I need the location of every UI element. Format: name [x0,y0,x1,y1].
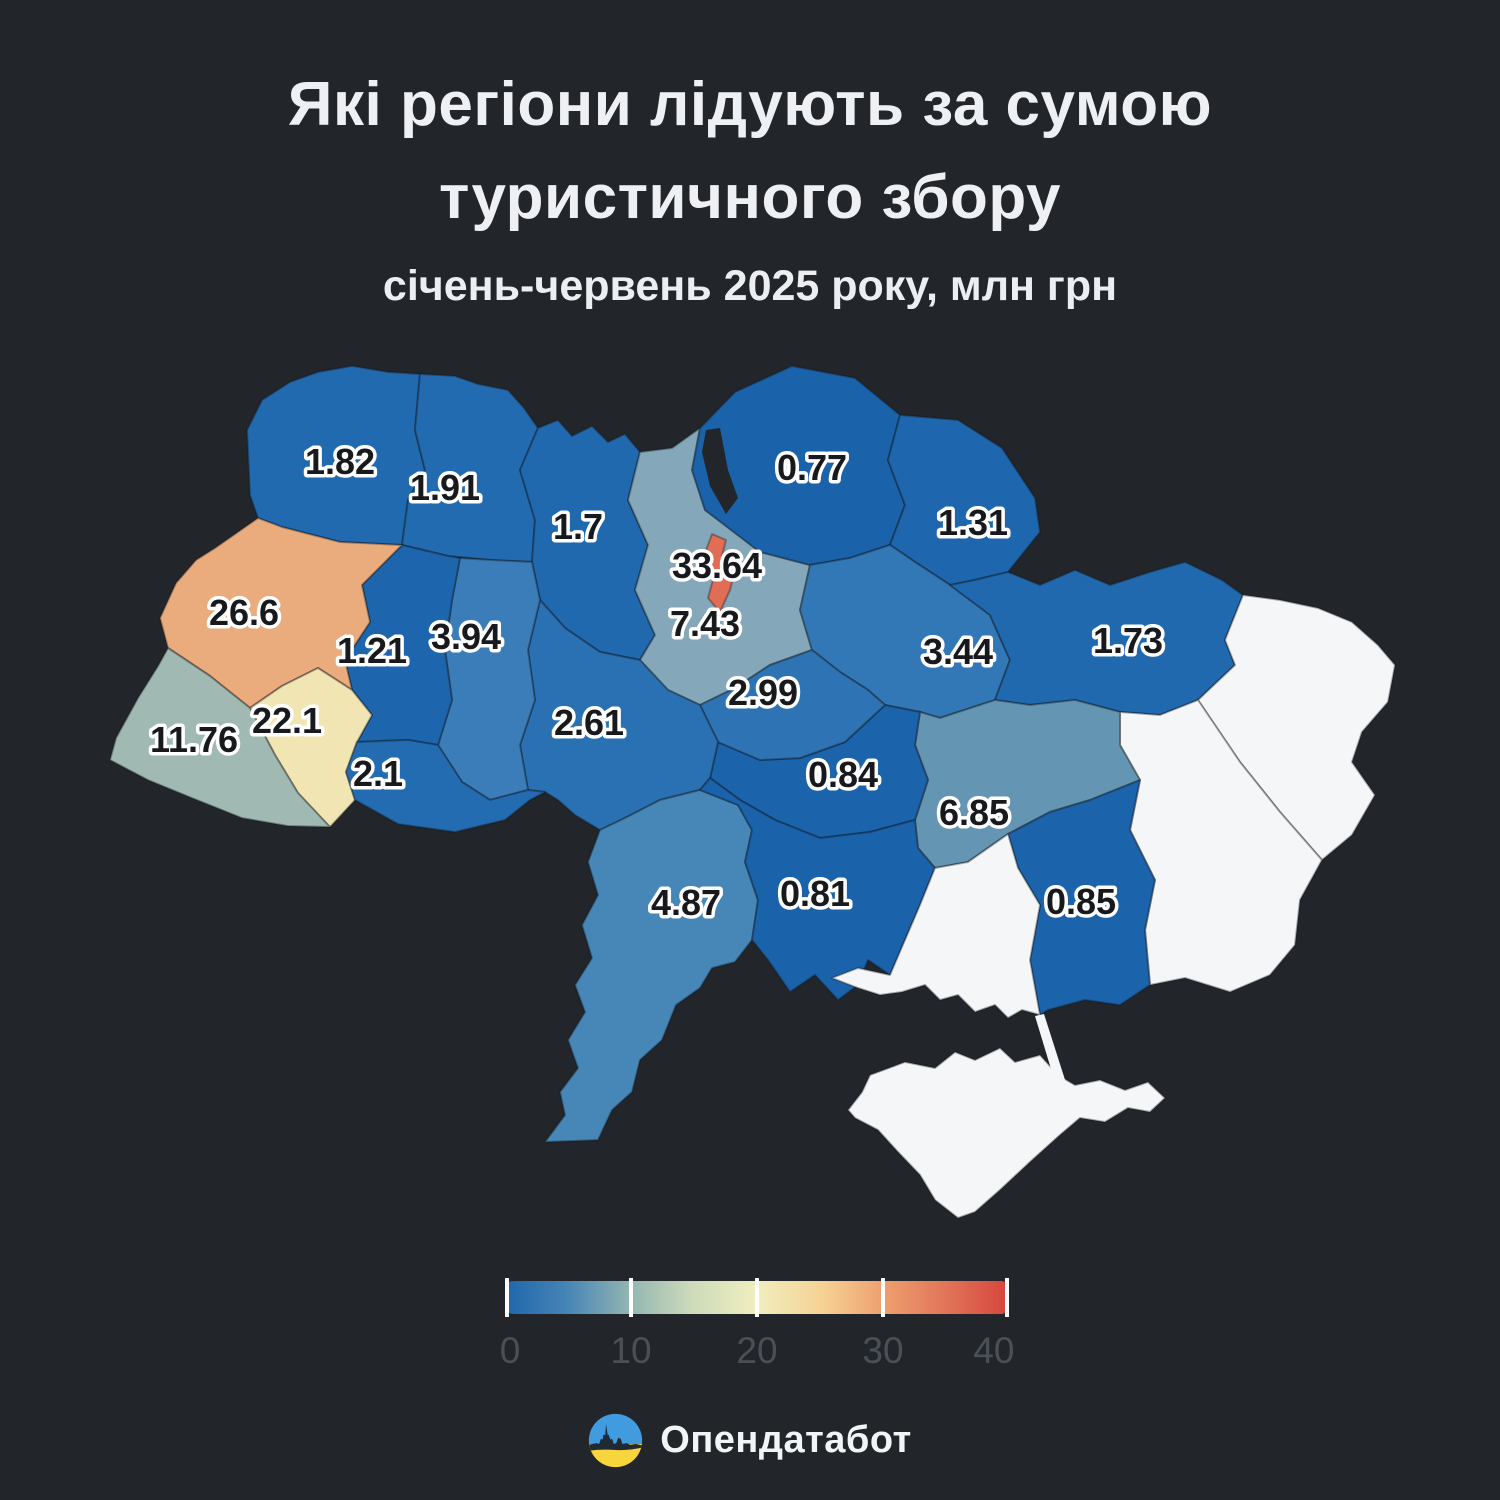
subtitle: січень-червень 2025 року, млн грн [382,262,1118,310]
region-value-mykolaiv: 0.81 [780,873,850,914]
region-value-kirovohrad: 0.84 [808,754,878,795]
region-cherkasy [699,649,886,761]
region-kherson [831,833,1041,1019]
legend-tick-label-30: 30 [862,1330,904,1371]
region-value-zhytomyr: 1.7 [553,506,603,547]
region-chernivtsi [345,739,546,833]
region-value-rivne: 1.91 [410,467,480,508]
region-value-lviv: 26.6 [209,592,279,633]
kyiv-reservoir-water [702,428,738,514]
region-luhansk [1197,594,1396,861]
region-crimea [847,1047,1166,1219]
region-value-vinnytsia: 2.61 [554,702,624,743]
map-labels-layer: 1.82 1.91 1.7 7.43 0.77 1.31 3.44 1.73 6.85 0.85 0… [146,438,1166,927]
region-value-dnipro: 6.85 [939,792,1009,833]
colorbar-tick-10 [629,1278,633,1317]
colorbar-tick-20 [755,1278,759,1317]
page-title: Які регіони лідують за сумою туристичног… [0,58,1500,244]
legend-tick-label-40: 40 [973,1330,1015,1371]
region-value-volyn: 1.82 [305,441,375,482]
region-value-khmelnytskyi: 3.94 [431,616,501,657]
region-value-chernihiv: 0.77 [777,447,847,488]
title-line-1: Які регіони лідують за сумою [287,70,1213,139]
region-odesa [544,789,759,1143]
region-value-odesa: 4.87 [651,882,721,923]
colorbar-tick-40 [1005,1278,1009,1317]
legend-tick-label-10: 10 [610,1330,652,1371]
brand-name: Опендатабот [660,1418,912,1461]
region-value-zakarpattia: 11.76 [150,719,238,760]
legend-colorbar [505,1278,1009,1317]
map-regions-layer [109,365,1396,1219]
region-zakarpattia [109,647,331,828]
region-value-chernivtsi: 2.1 [353,753,403,794]
region-value-kharkiv: 1.73 [1093,620,1163,661]
opendatabot-logo-icon [589,1413,643,1467]
region-value-ivano-frankivsk: 22.1 [252,700,322,741]
region-value-sumy: 1.31 [938,502,1008,543]
legend-tick-labels: 0 10 20 30 40 [500,1330,1015,1371]
region-value-cherkasy: 2.99 [728,672,798,713]
legend-tick-label-0: 0 [499,1330,521,1371]
map-water-layer [702,428,1074,1112]
title-line-2: туристичного збору [439,163,1061,232]
arabat-spit [1035,1014,1074,1112]
region-kyiv-city [703,533,737,613]
region-value-zaporizhzhia: 0.85 [1046,881,1116,922]
region-value-poltava: 3.44 [923,631,993,672]
colorbar-tick-30 [881,1278,885,1317]
footer-branding: Опендатабот [0,1408,1500,1472]
legend-tick-label-20: 20 [736,1330,778,1371]
region-value-kyiv-oblast: 7.43 [670,603,740,644]
colorbar-tick-0 [505,1278,509,1317]
region-value-ternopil: 1.21 [337,630,407,671]
region-value-kyiv-city: 33.64 [672,545,762,586]
